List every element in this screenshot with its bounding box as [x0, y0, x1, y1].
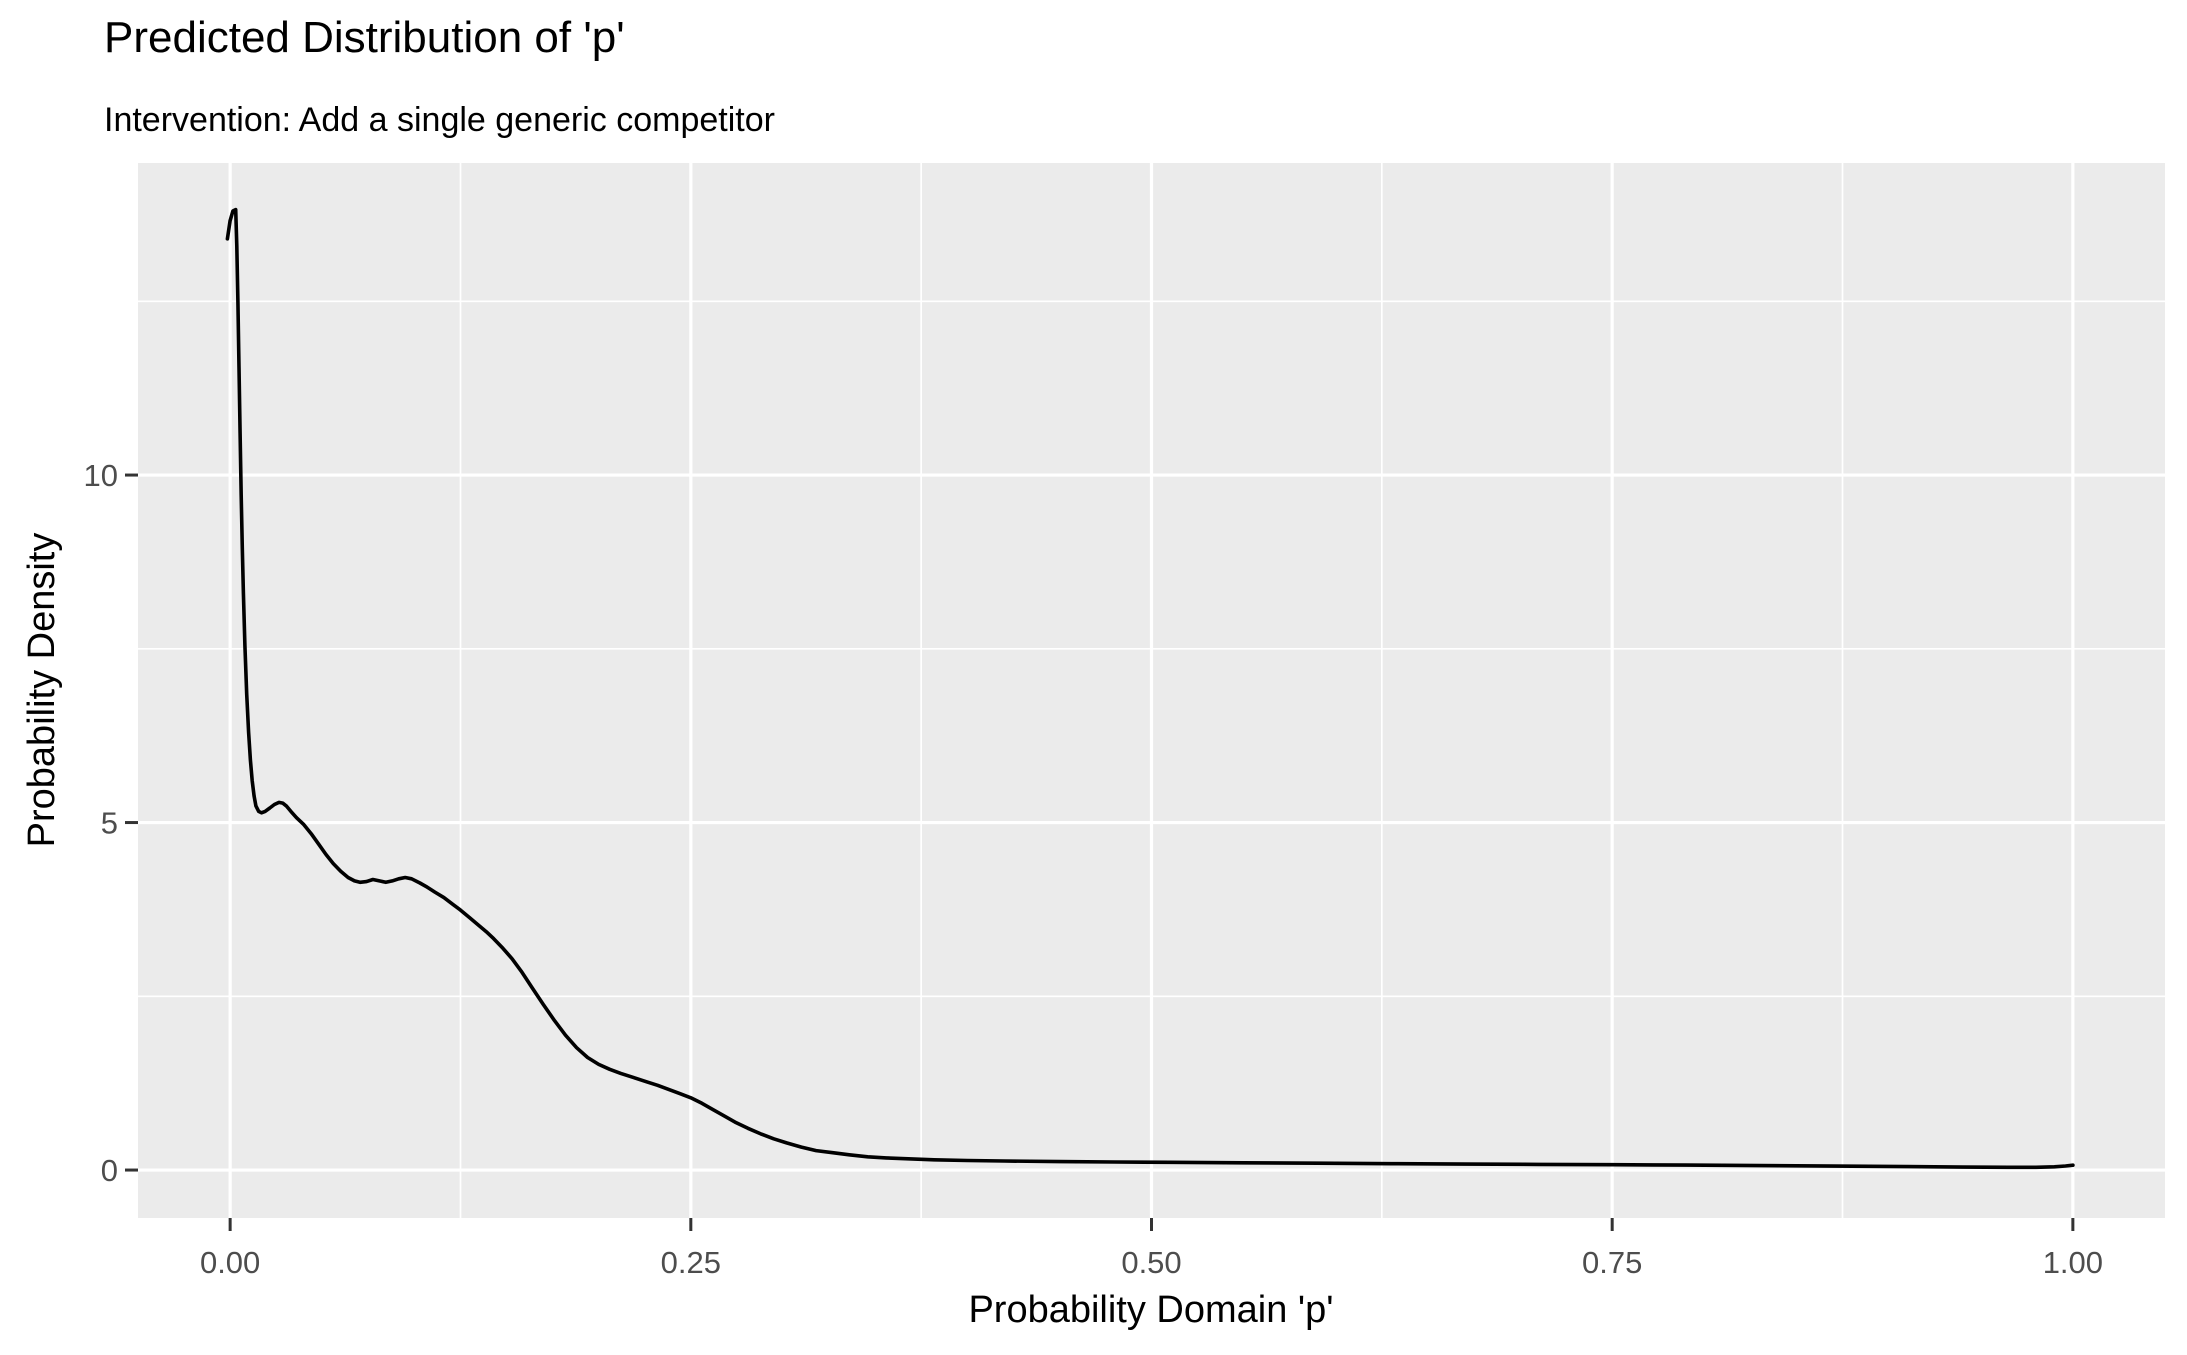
x-tick-label: 0.75	[1582, 1245, 1642, 1280]
density-curve	[225, 207, 2075, 1170]
x-axis-ticks	[228, 1218, 2075, 1231]
x-axis-tick-labels: 0.00 0.25 0.50 0.75 1.00	[200, 1245, 2103, 1280]
y-tick-label: 5	[101, 806, 118, 841]
x-tick-label: 0.50	[1121, 1245, 1181, 1280]
x-axis-title: Probability Domain 'p'	[968, 1289, 1333, 1331]
x-tick-label: 1.00	[2043, 1245, 2103, 1280]
y-tick-label: 10	[84, 458, 118, 493]
plot-subtitle: Intervention: Add a single generic compe…	[104, 101, 775, 139]
x-tick-label: 0.00	[200, 1245, 260, 1280]
major-gridlines	[138, 163, 2165, 1218]
y-axis-title: Probability Density	[21, 533, 63, 848]
x-tick-label: 0.25	[661, 1245, 721, 1280]
plot-title: Predicted Distribution of 'p'	[104, 13, 625, 62]
y-tick-label: 0	[101, 1153, 118, 1188]
y-axis-tick-labels: 0 5 10	[84, 458, 118, 1188]
y-axis-ticks	[125, 473, 138, 1172]
